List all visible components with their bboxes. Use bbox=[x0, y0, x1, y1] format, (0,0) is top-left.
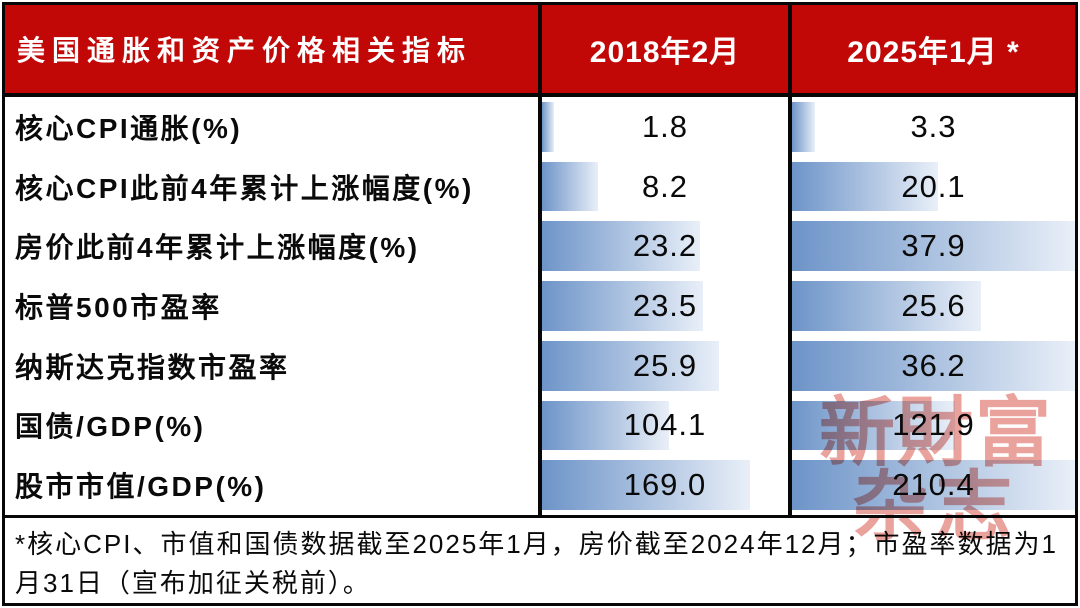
value-2018: 169.0 bbox=[623, 467, 707, 503]
value-cell-2018: 169.0 bbox=[538, 455, 788, 516]
value-cell-2018: 1.8 bbox=[538, 97, 788, 157]
data-bar-2025 bbox=[792, 161, 939, 212]
value-2025: 20.1 bbox=[901, 168, 966, 204]
table-body: 核心CPI通胀(%) 1.8 3.3 核心CPI此前4年累计上涨幅度(%) 8.… bbox=[5, 97, 1075, 516]
value-cell-2025: 121.9 bbox=[788, 395, 1075, 456]
table-title: 美国通胀和资产价格相关指标 bbox=[17, 35, 473, 66]
column-header-2025: 2025年1月 * bbox=[788, 5, 1075, 93]
footnote: *核心CPI、市值和国债数据截至2025年1月，房价截至2024年12月；市盈率… bbox=[5, 515, 1075, 603]
table-row: 房价此前4年累计上涨幅度(%) 23.2 37.9 bbox=[5, 216, 1075, 277]
value-cell-2018: 8.2 bbox=[538, 156, 788, 217]
table-row: 核心CPI通胀(%) 1.8 3.3 bbox=[5, 97, 1075, 157]
table-row: 纳斯达克指数市盈率 25.9 36.2 bbox=[5, 335, 1075, 396]
value-2025: 37.9 bbox=[901, 228, 966, 264]
value-2025: 3.3 bbox=[910, 108, 957, 144]
value-2018: 23.2 bbox=[632, 228, 698, 264]
data-bar-2025 bbox=[792, 340, 1075, 391]
value-cell-2018: 23.5 bbox=[538, 276, 788, 336]
row-label: 标普500市盈率 bbox=[15, 292, 222, 324]
value-cell-2018: 104.1 bbox=[538, 395, 788, 456]
data-bar-2025 bbox=[792, 281, 982, 331]
data-bar-2025 bbox=[792, 221, 1075, 272]
value-2025: 25.6 bbox=[901, 288, 966, 324]
data-bar-2025 bbox=[792, 460, 1075, 511]
data-bar-2025 bbox=[792, 400, 955, 451]
table-header-row: 美国通胀和资产价格相关指标 2018年2月 2025年1月 * bbox=[5, 5, 1075, 97]
data-bar-2018 bbox=[542, 161, 599, 212]
value-2025: 210.4 bbox=[892, 467, 975, 503]
value-2018: 25.9 bbox=[632, 347, 698, 383]
data-bar-2018 bbox=[542, 221, 700, 272]
row-label: 核心CPI通胀(%) bbox=[15, 112, 243, 144]
data-bar-2018 bbox=[542, 340, 720, 391]
table-row: 股市市值/GDP(%) 169.0 210.4 bbox=[5, 455, 1075, 516]
row-label: 纳斯达克指数市盈率 bbox=[15, 351, 290, 383]
row-label: 房价此前4年累计上涨幅度(%) bbox=[15, 232, 420, 264]
value-2018: 23.5 bbox=[632, 288, 698, 324]
table-row: 标普500市盈率 23.5 25.6 bbox=[5, 276, 1075, 336]
value-2025: 121.9 bbox=[892, 407, 975, 443]
row-label: 核心CPI此前4年累计上涨幅度(%) bbox=[15, 172, 474, 204]
data-bar-2018 bbox=[542, 102, 555, 152]
value-2018: 1.8 bbox=[641, 108, 689, 144]
data-bar-2025 bbox=[792, 102, 816, 152]
value-cell-2018: 25.9 bbox=[538, 335, 788, 396]
value-2018: 104.1 bbox=[623, 407, 707, 443]
table-row: 国债/GDP(%) 104.1 121.9 bbox=[5, 395, 1075, 456]
row-label: 股市市值/GDP(%) bbox=[15, 471, 267, 503]
value-cell-2025: 210.4 bbox=[788, 455, 1075, 516]
value-cell-2025: 3.3 bbox=[788, 97, 1075, 157]
value-cell-2025: 36.2 bbox=[788, 335, 1075, 396]
value-cell-2018: 23.2 bbox=[538, 216, 788, 277]
value-cell-2025: 20.1 bbox=[788, 156, 1075, 217]
value-2018: 8.2 bbox=[641, 168, 689, 204]
value-cell-2025: 37.9 bbox=[788, 216, 1075, 277]
data-bar-2018 bbox=[542, 460, 751, 511]
table-row: 核心CPI此前4年累计上涨幅度(%) 8.2 20.1 bbox=[5, 156, 1075, 217]
column-header-2018: 2018年2月 bbox=[538, 5, 788, 93]
value-cell-2025: 25.6 bbox=[788, 276, 1075, 336]
value-2025: 36.2 bbox=[901, 347, 966, 383]
data-bar-2018 bbox=[542, 281, 703, 331]
data-bar-2018 bbox=[542, 400, 669, 451]
row-label: 国债/GDP(%) bbox=[15, 411, 206, 443]
